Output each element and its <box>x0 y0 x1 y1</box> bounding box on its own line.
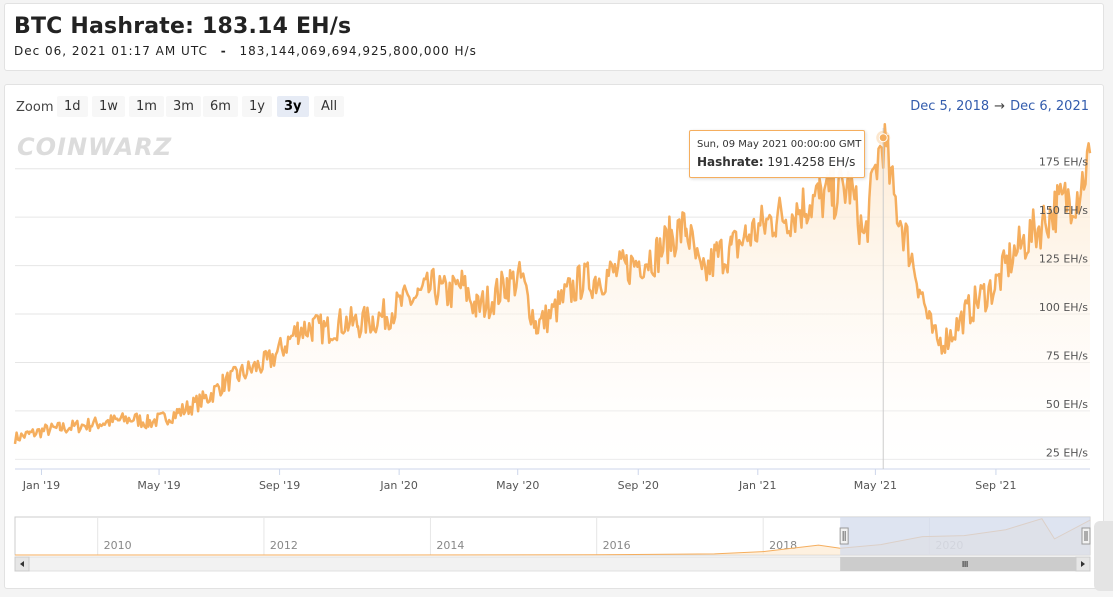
x-tick-label: Jan '21 <box>738 479 776 492</box>
range-to[interactable]: Dec 6, 2021 <box>1010 99 1089 114</box>
page-title: BTC Hashrate: 183.14 EH/s <box>14 14 352 39</box>
hashrate-chart[interactable]: 25 EH/s 50 EH/s 75 EH/s 100 EH/s 125 EH/s 150… <box>5 85 1103 588</box>
scroll-right-arrow-icon <box>1081 561 1085 567</box>
y-tick-label: 25 EH/s <box>1046 446 1088 459</box>
navigator-handle-right[interactable] <box>1081 527 1091 545</box>
timestamp: Dec 06, 2021 01:17 AM UTC <box>14 44 208 58</box>
x-tick-label: Sep '20 <box>618 479 659 492</box>
hover-point <box>878 133 888 143</box>
range-arrow: → <box>994 99 1006 114</box>
date-range: Dec 5, 2018 → Dec 6, 2021 <box>910 99 1089 114</box>
x-tick-label: Sep '19 <box>259 479 300 492</box>
x-tick-label: May '21 <box>854 479 897 492</box>
zoom-button-3m[interactable]: 3m <box>166 96 201 117</box>
zoom-button-1y[interactable]: 1y <box>242 96 272 117</box>
navigator-year-label: 2010 <box>104 539 132 552</box>
zoom-label: Zoom <box>16 100 54 115</box>
y-tick-label: 75 EH/s <box>1046 349 1088 362</box>
zoom-button-1w[interactable]: 1w <box>92 96 125 117</box>
tooltip-series-label: Hashrate <box>697 155 759 169</box>
subtitle: Dec 06, 2021 01:17 AM UTC - 183,144,069,… <box>14 44 477 58</box>
x-tick-label: May '20 <box>496 479 539 492</box>
navigator[interactable]: 201020122014201620182020 <box>14 516 1091 572</box>
y-tick-label: 100 EH/s <box>1039 301 1088 314</box>
x-tick-label: Sep '21 <box>975 479 1016 492</box>
range-from[interactable]: Dec 5, 2018 <box>910 99 990 114</box>
x-tick-label: Jan '20 <box>379 479 417 492</box>
side-panel-tab[interactable] <box>1094 521 1113 591</box>
chart-card: Zoom 1d 1w 1m 3m 6m 1y 3y All Dec 5, 201… <box>4 84 1104 589</box>
zoom-button-6m[interactable]: 6m <box>203 96 238 117</box>
separator: - <box>220 44 227 58</box>
navigator-handle-left[interactable] <box>839 527 849 545</box>
navigator-selection[interactable] <box>840 517 1090 555</box>
tooltip-date: Sun, 09 May 2021 00:00:00 GMT <box>697 139 862 150</box>
hover-marker <box>876 128 891 469</box>
chart-tooltip: Sun, 09 May 2021 00:00:00 GMT Hashrate: … <box>689 130 865 178</box>
watermark-logo: COINWARZ <box>17 133 173 161</box>
scroll-left-arrow-icon <box>20 561 24 567</box>
y-axis-labels: 25 EH/s 50 EH/s 75 EH/s 100 EH/s 125 EH/s 150… <box>1039 156 1088 460</box>
zoom-button-1d[interactable]: 1d <box>57 96 88 117</box>
y-tick-label: 125 EH/s <box>1039 253 1088 266</box>
tooltip-value: 191.4258 EH/s <box>767 155 856 169</box>
zoom-button-1m[interactable]: 1m <box>129 96 164 117</box>
navigator-year-label: 2016 <box>603 539 631 552</box>
x-tick-label: May '19 <box>137 479 180 492</box>
tooltip-value-row: Hashrate: 191.4258 EH/s <box>697 155 856 169</box>
hashrate-line <box>13 122 1092 445</box>
zoom-button-all[interactable]: All <box>314 96 345 117</box>
y-tick-label: 175 EH/s <box>1039 156 1088 169</box>
navigator-year-label: 2014 <box>436 539 464 552</box>
y-tick-label: 50 EH/s <box>1046 398 1088 411</box>
y-tick-label: 150 EH/s <box>1039 204 1088 217</box>
navigator-year-label: 2012 <box>270 539 298 552</box>
x-axis: Jan '19 May '19 Sep '19 Jan '20 May '20 Sep '… <box>15 468 1090 492</box>
x-tick-label: Jan '19 <box>22 479 60 492</box>
hashrate-full: 183,144,069,694,925,800,000 H/s <box>239 44 477 58</box>
zoom-button-3y[interactable]: 3y <box>277 96 309 117</box>
header-card: BTC Hashrate: 183.14 EH/s Dec 06, 2021 0… <box>4 3 1104 71</box>
